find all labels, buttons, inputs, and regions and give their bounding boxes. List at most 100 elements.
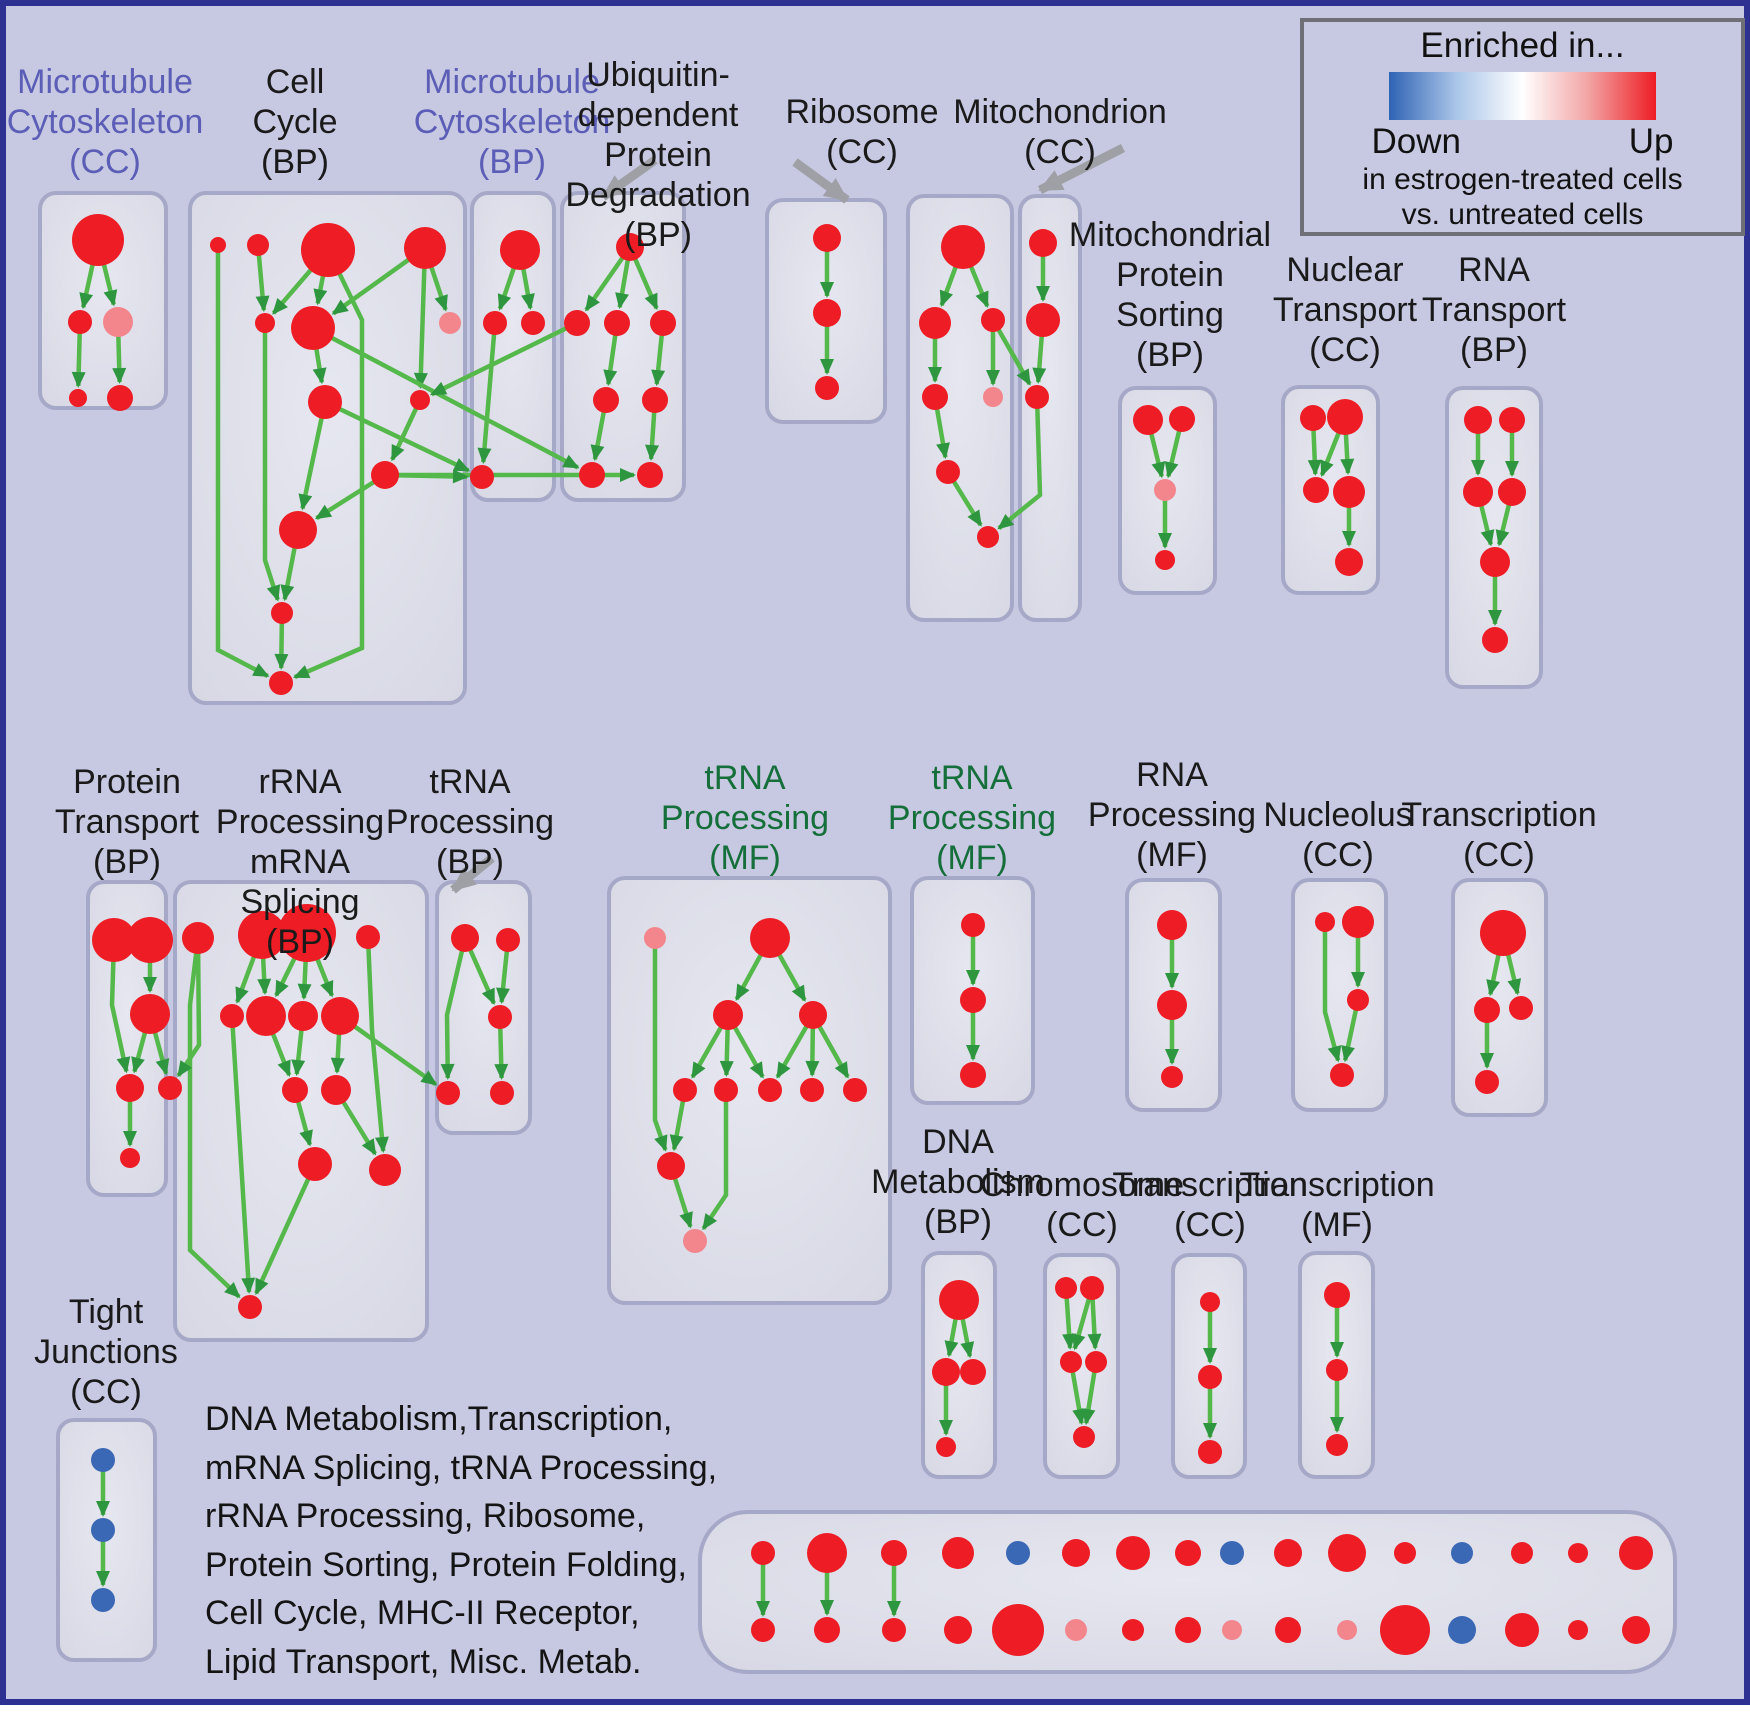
- strip-dot: [1275, 1617, 1301, 1643]
- go-term-node: [282, 1077, 308, 1103]
- strip-dot: [751, 1618, 775, 1642]
- strip-dot: [1220, 1541, 1244, 1565]
- edge-arrow: [652, 938, 668, 1152]
- go-term-node: [579, 462, 605, 488]
- strip-dot: [944, 1616, 972, 1644]
- go-term-node: [1157, 990, 1187, 1020]
- go-term-node: [843, 1078, 867, 1102]
- go-term-node: [255, 313, 275, 333]
- go-term-node: [1026, 303, 1060, 337]
- go-term-node: [483, 311, 507, 335]
- strip-dot: [1065, 1619, 1087, 1641]
- strip-dot: [1222, 1620, 1242, 1640]
- strip-dot: [1622, 1616, 1650, 1644]
- cluster-box-nucleolus-cc: [1291, 878, 1388, 1112]
- go-term-node: [521, 311, 545, 335]
- misc-categories-text: DNA Metabolism,Transcription, mRNA Splic…: [205, 1400, 718, 1681]
- go-term-node: [1509, 996, 1533, 1020]
- strip-dot: [1116, 1536, 1150, 1570]
- strip-dot: [881, 1540, 907, 1566]
- go-term-node: [107, 385, 133, 411]
- go-term-node: [593, 387, 619, 413]
- go-term-node: [657, 1152, 685, 1180]
- go-term-node: [983, 387, 1003, 407]
- go-term-node: [158, 1076, 182, 1100]
- edge-arrow: [1322, 922, 1342, 1063]
- go-term-node: [1080, 1276, 1104, 1300]
- label-pointer-arrow: [1037, 143, 1126, 195]
- go-term-node: [130, 994, 170, 1034]
- strip-dot: [1006, 1541, 1030, 1565]
- edge-arrow: [365, 936, 389, 1154]
- strip-dot: [942, 1537, 974, 1569]
- go-term-node: [1315, 912, 1335, 932]
- go-term-node: [932, 1358, 960, 1386]
- strip-dot: [1122, 1619, 1144, 1641]
- go-term-node: [369, 1154, 401, 1186]
- go-term-node: [1326, 1359, 1348, 1381]
- go-term-node: [1155, 550, 1175, 570]
- edge-arrow: [262, 323, 281, 602]
- go-term-node: [922, 384, 948, 410]
- go-term-node: [116, 1074, 144, 1102]
- go-term-node: [1055, 1277, 1077, 1299]
- go-term-node: [1482, 627, 1508, 653]
- go-term-node: [800, 1078, 824, 1102]
- go-term-node: [72, 214, 124, 266]
- label-pointer-arrow: [450, 854, 495, 894]
- legend-subtitle-line1: in estrogen-treated cells: [1362, 163, 1683, 196]
- strip-dot: [1274, 1539, 1302, 1567]
- go-term-node: [278, 904, 336, 962]
- strip-dot: [1448, 1616, 1476, 1644]
- go-term-node: [371, 461, 399, 489]
- go-term-node: [1025, 385, 1049, 409]
- legend-down-label: Down: [1371, 122, 1461, 161]
- label-pointer-arrow: [792, 158, 850, 204]
- go-term-node: [1463, 477, 1493, 507]
- strip-dot: [807, 1533, 847, 1573]
- go-term-node: [1342, 906, 1374, 938]
- bottom-strip-box: [698, 1510, 1677, 1674]
- go-term-node: [1464, 406, 1492, 434]
- edge-arrow: [997, 396, 1043, 530]
- go-term-node: [291, 306, 335, 350]
- go-term-node: [308, 385, 342, 419]
- go-term-node: [288, 1001, 318, 1031]
- go-term-node: [500, 230, 540, 270]
- go-term-node: [637, 462, 663, 488]
- strip-dot: [1568, 1620, 1588, 1640]
- go-term-node: [1303, 477, 1329, 503]
- go-term-node: [182, 922, 214, 954]
- go-term-node: [247, 234, 269, 256]
- go-term-node: [673, 1078, 697, 1102]
- edge-arrow: [390, 399, 423, 462]
- go-term-node: [321, 1075, 351, 1105]
- go-term-node: [410, 390, 430, 410]
- go-term-node: [1498, 478, 1526, 506]
- go-term-node: [1300, 405, 1326, 431]
- go-term-node: [960, 1359, 986, 1385]
- go-term-node: [1326, 1434, 1348, 1456]
- go-term-node: [1474, 997, 1500, 1023]
- go-term-node: [936, 1437, 956, 1457]
- legend-gradient-bar: [1389, 72, 1656, 120]
- legend-subtitle-line2: vs. untreated cells: [1401, 198, 1644, 231]
- go-term-node: [210, 237, 226, 253]
- go-term-node: [604, 310, 630, 336]
- strip-dot: [1328, 1534, 1366, 1572]
- go-term-node: [713, 1000, 743, 1030]
- strip-dot: [1337, 1620, 1357, 1640]
- legend-endpoint-labels: Down Up: [1358, 122, 1688, 162]
- go-term-node: [1330, 1063, 1354, 1087]
- legend-title: Enriched in...: [1420, 26, 1625, 65]
- go-term-node: [650, 310, 676, 336]
- go-term-node: [127, 917, 173, 963]
- go-term-node: [298, 1147, 332, 1181]
- go-term-node: [960, 987, 986, 1013]
- go-term-node: [271, 602, 293, 624]
- go-term-node: [220, 1004, 244, 1028]
- edge-arrow: [429, 320, 578, 397]
- go-term-node: [103, 307, 133, 337]
- go-term-node: [799, 1001, 827, 1029]
